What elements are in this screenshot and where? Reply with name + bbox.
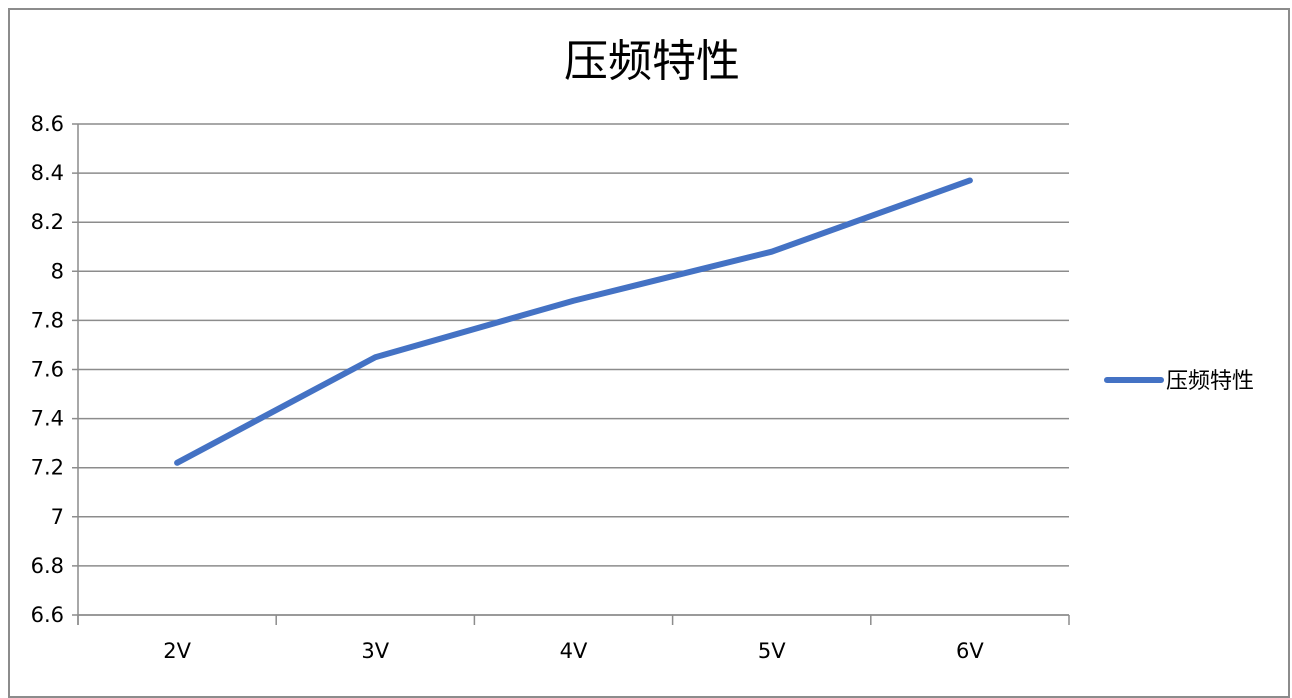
legend: 压频特性 [1107,369,1254,394]
chart-title: 压频特性 [564,36,740,87]
y-tick-label: 7.2 [31,456,64,480]
y-tick-label: 6.6 [31,603,64,627]
x-tick-label: 2V [163,639,191,663]
y-tick-label: 7.6 [31,358,64,382]
y-tick-label: 7.8 [31,308,64,332]
y-tick-labels: 6.6 6.8 7 7.2 7.4 7.6 7.8 8 8.2 8.4 8.6 [31,112,64,627]
y-tick-label: 6.8 [31,554,64,578]
y-tick-label: 8.4 [31,161,64,185]
y-tick-label: 8.2 [31,210,64,234]
x-tick-label: 5V [758,639,786,663]
y-tick-label: 8 [51,259,64,283]
line-chart: 压频特性 6.6 6.8 7 7.2 7.4 7.6 7.8 8 8.2 8.4 8.6 2V 3V 4… [0,0,1292,680]
y-tick-label: 8.6 [31,112,64,136]
x-tick-label: 3V [361,639,389,663]
x-tick-label: 6V [956,639,984,663]
legend-label: 压频特性 [1166,369,1254,394]
x-tick-label: 4V [560,639,588,663]
y-tick-label: 7 [51,505,64,529]
x-tick-labels: 2V 3V 4V 5V 6V [163,639,984,663]
y-tick-label: 7.4 [31,407,64,431]
